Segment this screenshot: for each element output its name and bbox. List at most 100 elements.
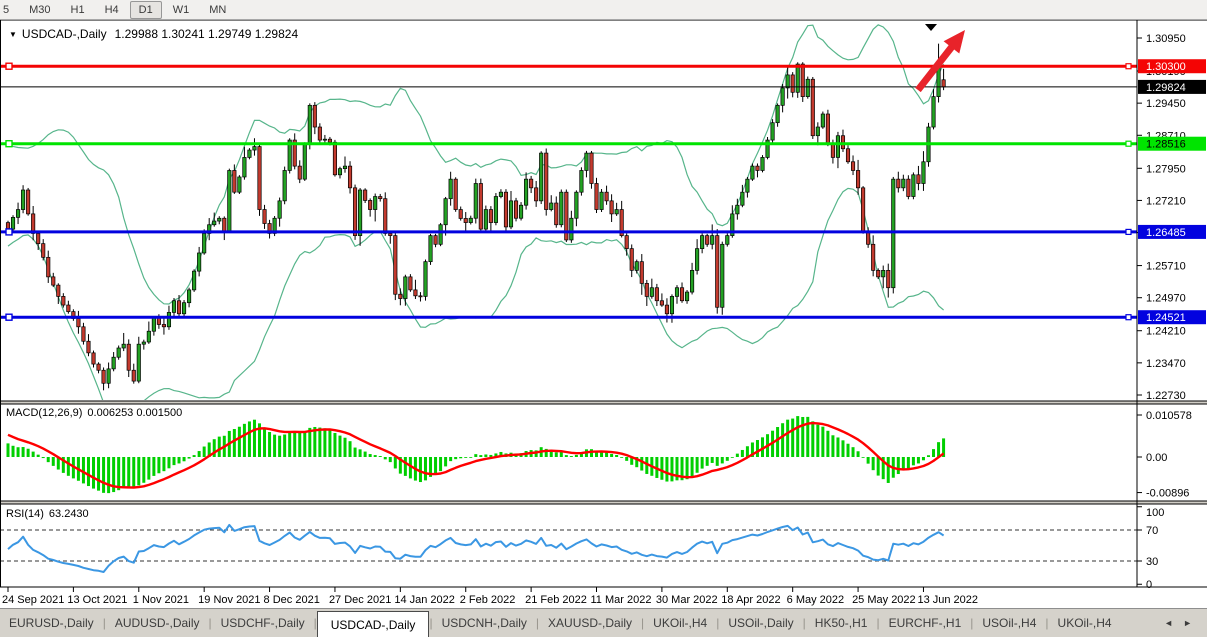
triangle-marker-icon[interactable] [925, 24, 937, 31]
hline-handle-left[interactable] [5, 313, 13, 321]
macd-histogram-bar [846, 443, 850, 457]
macd-histogram-bar [715, 457, 719, 466]
tab-eurchf-h1[interactable]: EURCHF-,H1 [888, 616, 962, 630]
candle-body [941, 79, 946, 88]
date-tick-label: 1 Nov 2021 [133, 594, 189, 606]
candle-body [810, 78, 815, 137]
candle-body [317, 126, 322, 141]
candle-body [800, 63, 805, 97]
macd-histogram-bar [595, 451, 599, 457]
trend-arrow-shaft[interactable] [915, 42, 957, 93]
tab-scroll-arrows: ◄ ► [1159, 609, 1207, 637]
candle-body [96, 363, 101, 371]
macd-histogram-bar [162, 457, 166, 472]
tab-hk50-h1[interactable]: HK50-,H1 [814, 616, 868, 630]
tab-usoil-h4[interactable]: USOil-,H4 [982, 616, 1037, 630]
tab-usdchf-daily[interactable]: USDCHF-,Daily [220, 616, 305, 630]
candle-body [684, 291, 690, 302]
tab-xauusd-daily[interactable]: XAUUSD-,Daily [548, 616, 633, 630]
timeframe-button-d1[interactable]: D1 [129, 0, 162, 19]
candle-body [378, 196, 383, 200]
hline-handle-left[interactable] [5, 228, 13, 236]
candle-body [242, 157, 247, 178]
current-price-box-label: 1.29824 [1146, 82, 1186, 94]
hline-handle-left[interactable] [5, 140, 13, 148]
candle-body [262, 209, 267, 224]
tab-eurusd-daily[interactable]: EURUSD-,Daily [9, 616, 94, 630]
candle-body [81, 326, 86, 342]
tab-scroll-right-icon[interactable]: ► [1183, 618, 1192, 628]
tab-separator: | [716, 616, 720, 630]
timeframe-button-mn[interactable]: MN [209, 3, 227, 16]
macd-histogram-bar [439, 457, 443, 472]
date-tick-label: 18 Apr 2022 [721, 594, 780, 606]
macd-histogram-bar [252, 419, 256, 457]
macd-histogram-bar [871, 457, 875, 471]
candle-body [398, 293, 403, 299]
macd-histogram-bar [554, 452, 558, 457]
price-level-box [1138, 136, 1206, 151]
macd-histogram-bar [6, 443, 10, 457]
candle-body [232, 170, 237, 193]
collapse-triangle-icon[interactable]: ▼ [9, 30, 17, 39]
macd-histogram-bar [288, 431, 292, 457]
hline-handle-right[interactable] [1125, 140, 1132, 147]
macd-tick-label: 0.010578 [1146, 410, 1192, 422]
timeframe-button-w1[interactable]: W1 [172, 3, 190, 16]
hline-handle-left[interactable] [5, 62, 13, 70]
macd-histogram-bar [318, 427, 322, 457]
pane-separator[interactable] [0, 501, 1207, 504]
macd-histogram-bar [574, 454, 578, 457]
tab-scroll-left-icon[interactable]: ◄ [1164, 618, 1174, 628]
macd-histogram-bar [640, 457, 644, 471]
macd-histogram-bar [856, 451, 860, 457]
macd-histogram-bar [735, 453, 739, 457]
date-tick-label: 6 May 2022 [787, 594, 844, 606]
macd-histogram-bar [368, 454, 372, 457]
tab-ukoil-h4[interactable]: UKOil-,H4 [1057, 616, 1112, 630]
macd-histogram-bar [916, 457, 920, 464]
hline-handle-right[interactable] [1125, 63, 1132, 70]
tab-audusd-daily[interactable]: AUDUSD-,Daily [114, 616, 200, 630]
macd-histogram-bar [363, 451, 367, 457]
macd-histogram-bar [881, 457, 885, 480]
timeframe-button-h4[interactable]: H4 [104, 3, 119, 16]
candle-body [488, 209, 493, 223]
hline-handle-right[interactable] [1125, 228, 1132, 236]
timeframe-button-m30[interactable]: M30 [29, 3, 51, 16]
candle-body [649, 287, 654, 297]
macd-histogram-bar [589, 449, 593, 457]
hline-handle-right[interactable] [1125, 314, 1132, 321]
pane-separator[interactable] [0, 401, 1207, 404]
candle-body [579, 170, 584, 193]
price-level-box-label: 1.28516 [1146, 139, 1186, 151]
candle-body [544, 152, 549, 210]
candle-body [695, 248, 700, 271]
candle-body [589, 152, 594, 184]
trend-arrow-head[interactable] [943, 30, 965, 54]
chart-title: ▼ USDCAD-,Daily 1.29988 1.30241 1.29749 1.… [9, 27, 298, 41]
candle-body [136, 343, 141, 382]
candle-body [690, 270, 695, 293]
timeframe-button-5[interactable]: 5 [3, 3, 10, 16]
tab-separator: | [429, 616, 433, 630]
timeframe-button-h1[interactable]: H1 [70, 3, 85, 16]
macd-histogram-bar [469, 457, 473, 458]
tab-usdcad-daily[interactable]: USDCAD-,Daily [316, 611, 430, 637]
tab-usoil-daily[interactable]: USOil-,Daily [728, 616, 794, 630]
macd-histogram-bar [177, 457, 181, 464]
macd-histogram-bar [358, 449, 362, 457]
macd-histogram-bar [680, 457, 684, 481]
candle-body [192, 270, 197, 291]
macd-name: MACD(12,26,9) [6, 407, 83, 419]
candle-body [599, 191, 604, 210]
date-tick-label: 30 Mar 2022 [656, 594, 718, 606]
candle-body [327, 138, 332, 143]
candle-body [790, 74, 795, 93]
candle-body [76, 318, 81, 328]
candle-body [247, 149, 252, 158]
candle-body [227, 170, 232, 232]
tab-usdcnh-daily[interactable]: USDCNH-,Daily [441, 616, 527, 630]
rsi-value: 63.2430 [48, 508, 89, 520]
tab-ukoil-h4[interactable]: UKOil-,H4 [653, 616, 708, 630]
